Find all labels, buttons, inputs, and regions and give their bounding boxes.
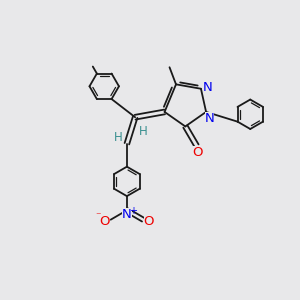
Text: N: N — [202, 81, 212, 94]
Text: N: N — [205, 112, 214, 125]
Text: O: O — [192, 146, 202, 159]
Text: +: + — [129, 206, 137, 216]
Text: N: N — [122, 208, 132, 221]
Text: H: H — [139, 125, 148, 138]
Text: ⁻: ⁻ — [96, 211, 101, 221]
Text: O: O — [100, 215, 110, 228]
Text: O: O — [144, 215, 154, 228]
Text: H: H — [114, 131, 123, 144]
